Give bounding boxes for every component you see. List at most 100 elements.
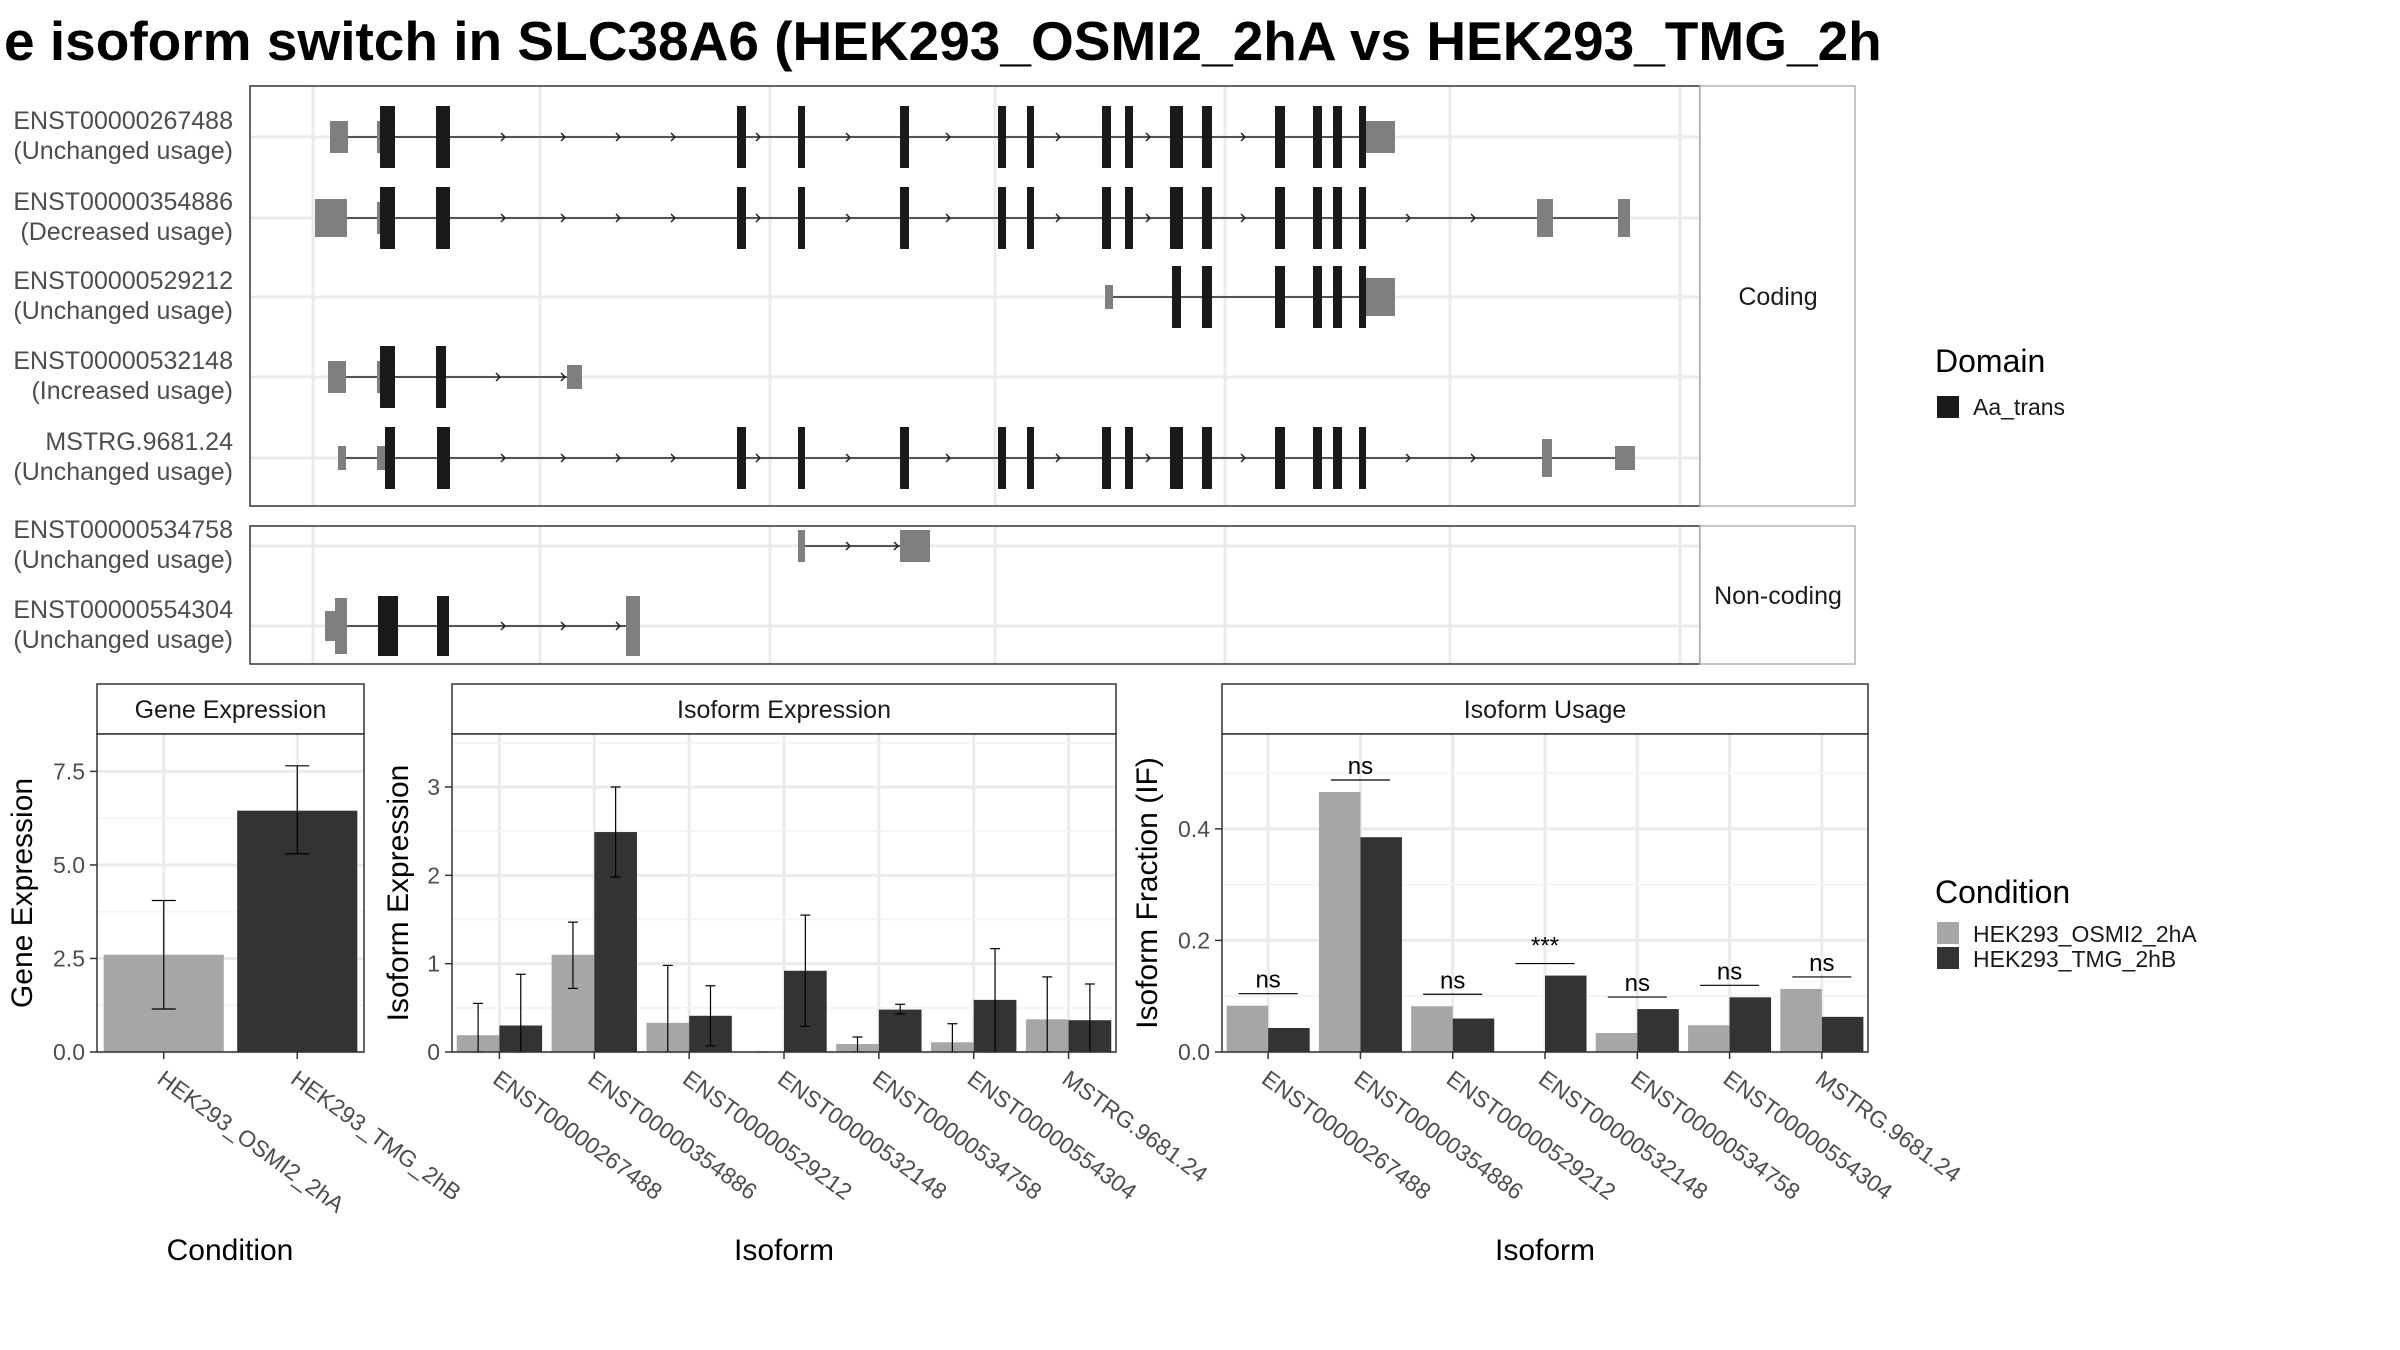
- cds-exon: [436, 346, 446, 408]
- strand-arrow: [1405, 453, 1412, 463]
- isoform-expression-xtick-label: ENST00000529212: [678, 1065, 857, 1205]
- cds-exon: [1102, 187, 1111, 249]
- transcript-usage-label: (Unchanged usage): [13, 626, 233, 654]
- strand-arrow: [1055, 453, 1062, 463]
- cds-exon: [1333, 427, 1342, 489]
- isoform-usage-xtick-label: ENST00000529212: [1442, 1065, 1621, 1205]
- isoform-expression-xtick-label: ENST00000532148: [773, 1065, 952, 1205]
- cds-exon: [1275, 187, 1285, 249]
- utr-exon: [1618, 199, 1630, 237]
- cds-exon: [798, 187, 805, 249]
- isoform-usage-xtick-label: ENST00000354886: [1349, 1065, 1528, 1205]
- strand-arrow: [945, 453, 952, 463]
- isoform-usage-bar: [1821, 1016, 1864, 1052]
- strand-arrow: [845, 453, 852, 463]
- gene-expression-ytick-label: 5.0: [53, 852, 85, 878]
- noncoding-exon: [626, 596, 640, 656]
- domain-legend-label: Aa_trans: [1973, 394, 2065, 420]
- isoform-expression-strip: [451, 683, 1117, 735]
- isoform-usage-bar: [1318, 792, 1361, 1052]
- cds-exon: [1359, 266, 1366, 328]
- utr-exon: [1537, 199, 1553, 237]
- strand-arrow: [845, 213, 852, 223]
- isoform-expression-x-axis-title: Isoform: [734, 1234, 834, 1267]
- strand-arrow: [755, 213, 762, 223]
- cds-exon: [1313, 106, 1322, 168]
- isoform-usage-ytick-label: 0.4: [1178, 816, 1210, 842]
- cds-exon: [1275, 106, 1285, 168]
- utr-exon: [338, 446, 346, 470]
- utr-exon: [328, 361, 346, 393]
- cds-exon: [1333, 266, 1342, 328]
- isoform-expression-ytick-label: 3: [427, 774, 440, 800]
- cds-exon: [437, 427, 450, 489]
- isoform-usage-bar: [1688, 1025, 1730, 1052]
- isoform-usage-xtick-label: ENST00000532148: [1534, 1065, 1713, 1205]
- strand-arrow: [670, 132, 677, 142]
- transcript-id-label: ENST00000534758: [13, 516, 233, 544]
- transcript-usage-label: (Increased usage): [31, 377, 233, 405]
- isoform-usage-bar: [1729, 997, 1772, 1052]
- isoform-usage-y-axis-title: Isoform Fraction (IF): [1131, 757, 1164, 1029]
- transcript-usage-label: (Decreased usage): [20, 218, 233, 246]
- cds-exon: [1027, 427, 1034, 489]
- isoform-usage-significance-label: ns: [1717, 958, 1742, 985]
- gene-expression-ytick-label: 7.5: [53, 758, 85, 784]
- isoform-expression-ytick-label: 0: [427, 1039, 440, 1065]
- cds-exon: [737, 427, 746, 489]
- isoform-usage-xtick-label: ENST00000554304: [1719, 1065, 1898, 1205]
- strand-arrow: [1145, 213, 1152, 223]
- cds-exon: [1170, 427, 1183, 489]
- transcript-usage-label: (Unchanged usage): [13, 297, 233, 325]
- utr-exon: [567, 365, 582, 389]
- gene-expression-strip: [96, 683, 365, 735]
- isoform-expression-xtick-label: ENST00000267488: [488, 1065, 667, 1205]
- cds-exon: [998, 106, 1006, 168]
- noncoding-exon: [378, 596, 398, 656]
- strand-arrow: [845, 541, 852, 551]
- isoform-usage-bar: [1780, 988, 1822, 1052]
- strand-arrow: [560, 453, 567, 463]
- strand-arrow: [755, 132, 762, 142]
- isoform-usage-xtick-label: ENST00000267488: [1257, 1065, 1436, 1205]
- isoform-usage-bar: [1452, 1018, 1495, 1052]
- isoform-usage-strip-title: Isoform Usage: [1464, 696, 1627, 724]
- cds-exon: [1125, 427, 1133, 489]
- cds-exon: [1125, 187, 1133, 249]
- strand-arrow: [945, 132, 952, 142]
- isoform-usage-bar: [1637, 1009, 1679, 1052]
- cds-exon: [1359, 106, 1366, 168]
- cds-exon: [1202, 187, 1212, 249]
- noncoding-panel-background: [250, 526, 1700, 664]
- isoform-usage-ytick-label: 0.2: [1178, 927, 1210, 953]
- strand-arrow: [670, 213, 677, 223]
- strand-arrow: [1240, 132, 1247, 142]
- gene-expression-strip-title: Gene Expression: [135, 696, 327, 724]
- isoform-usage-significance-label: ns: [1625, 970, 1650, 997]
- strand-arrow: [1470, 453, 1477, 463]
- utr-exon: [315, 199, 347, 237]
- isoform-usage-significance-label: ns: [1440, 967, 1465, 994]
- strand-arrow: [560, 372, 567, 382]
- cds-exon: [900, 106, 909, 168]
- isoform-usage-significance-label: ns: [1348, 753, 1373, 780]
- isoform-usage-significance-label: ns: [1255, 967, 1280, 994]
- strand-arrow: [1145, 132, 1152, 142]
- strand-arrow: [615, 132, 622, 142]
- strand-arrow: [1145, 453, 1152, 463]
- strand-arrow: [1240, 213, 1247, 223]
- isoform-expression-bar: [878, 1009, 922, 1052]
- cds-exon: [436, 106, 450, 168]
- cds-exon: [380, 187, 395, 249]
- cds-exon: [380, 106, 395, 168]
- noncoding-panel-strip-label: Non-coding: [1714, 582, 1842, 610]
- gene-expression-x-axis-title: Condition: [167, 1234, 294, 1267]
- cds-exon: [1102, 106, 1111, 168]
- coding-panel-strip-label: Coding: [1738, 283, 1817, 311]
- cds-exon: [1275, 266, 1285, 328]
- strand-arrow: [500, 132, 507, 142]
- strand-arrow: [945, 213, 952, 223]
- cds-exon: [1172, 266, 1181, 328]
- isoform-usage-bar: [1545, 975, 1587, 1052]
- isoform-usage-bar: [1411, 1006, 1453, 1052]
